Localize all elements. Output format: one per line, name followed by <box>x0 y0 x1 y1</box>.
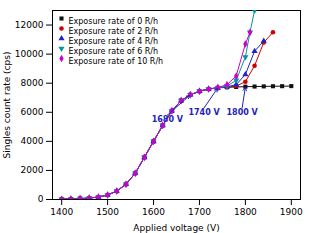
svg-text:1800: 1800 <box>234 207 257 217</box>
svg-text:Applied voltage (V): Applied voltage (V) <box>133 223 219 233</box>
svg-text:Singles count rate (cps): Singles count rate (cps) <box>2 52 12 159</box>
svg-text:Exposure rate of 6 R/h: Exposure rate of 6 R/h <box>69 47 159 56</box>
svg-text:1600: 1600 <box>142 207 165 217</box>
svg-text:10000: 10000 <box>15 49 44 59</box>
svg-text:12000: 12000 <box>15 20 44 30</box>
svg-text:Exposure rate of 4 R/h: Exposure rate of 4 R/h <box>69 37 159 46</box>
svg-text:0: 0 <box>38 194 44 204</box>
svg-text:Exposure rate of 10 R/h: Exposure rate of 10 R/h <box>69 57 164 66</box>
svg-text:8000: 8000 <box>21 78 44 88</box>
svg-text:Exposure rate of 2 R/h: Exposure rate of 2 R/h <box>69 27 159 36</box>
svg-text:2000: 2000 <box>21 165 44 175</box>
svg-text:1900: 1900 <box>280 207 303 217</box>
svg-text:1400: 1400 <box>50 207 73 217</box>
svg-text:1700: 1700 <box>188 207 211 217</box>
svg-text:4000: 4000 <box>21 136 44 146</box>
svg-text:1800 V: 1800 V <box>227 108 259 117</box>
svg-text:6000: 6000 <box>21 107 44 117</box>
svg-text:1740 V: 1740 V <box>188 108 220 117</box>
svg-text:Exposure rate of 0 R/h: Exposure rate of 0 R/h <box>69 17 159 26</box>
svg-text:1500: 1500 <box>96 207 119 217</box>
svg-text:1680 V: 1680 V <box>152 115 184 124</box>
